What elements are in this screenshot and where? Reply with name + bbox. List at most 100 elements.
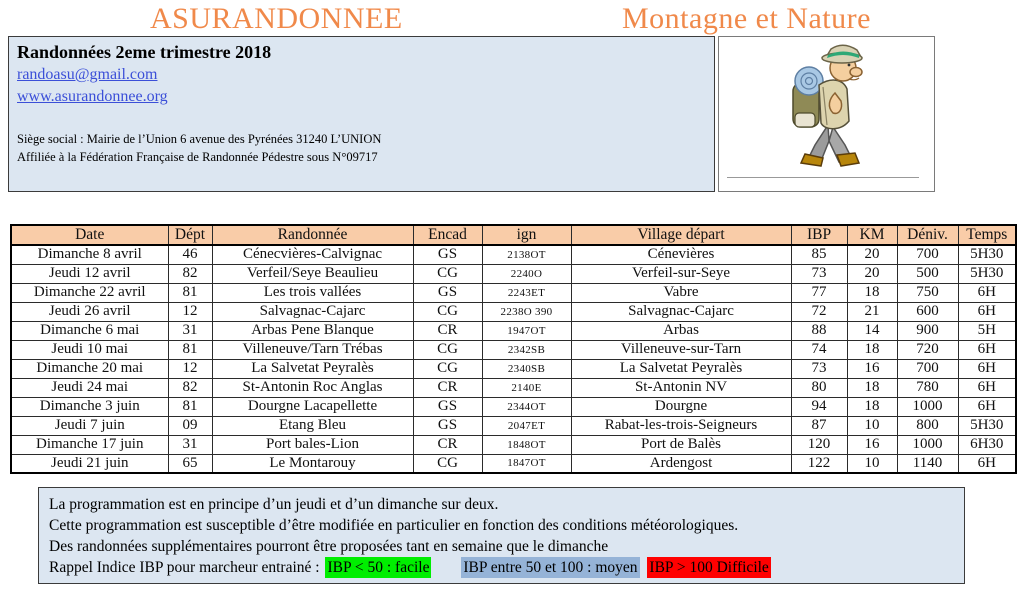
cell-dept: 81 <box>167 339 213 360</box>
cell-date: Dimanche 3 juin <box>10 396 169 417</box>
cell-km: 10 <box>846 453 898 474</box>
website-link[interactable]: www.asurandonnee.org <box>17 88 168 105</box>
cell-deniv: 1000 <box>896 396 959 417</box>
cell-ibp: 88 <box>790 320 848 341</box>
cell-encad: GS <box>412 282 483 303</box>
cell-date: Jeudi 7 juin <box>10 415 169 436</box>
cell-ign: 1848OT <box>481 434 572 455</box>
cell-ign: 2138OT <box>481 244 572 265</box>
table-row: Jeudi 24 mai 82 St-Antonin Roc Anglas CR 214… <box>10 377 1017 398</box>
cell-village-depart: Vabre <box>570 282 792 303</box>
cell-km: 18 <box>846 282 898 303</box>
cell-encad: CR <box>412 434 483 455</box>
cell-temps: 6H30 <box>957 434 1017 455</box>
cell-deniv: 780 <box>896 377 959 398</box>
table-row: Jeudi 10 mai 81 Villeneuve/Tarn Trébas CG 23… <box>10 339 1017 360</box>
table-row: Jeudi 12 avril 82 Verfeil/Seye Beaulieu CG 2… <box>10 263 1017 284</box>
cell-ign: 2238O 390 <box>481 301 572 322</box>
email-link[interactable]: randoasu@gmail.com <box>17 66 158 83</box>
cell-km: 20 <box>846 244 898 265</box>
cell-village-depart: Rabat-les-trois-Seigneurs <box>570 415 792 436</box>
cell-ibp: 87 <box>790 415 848 436</box>
cell-village-depart: Verfeil-sur-Seye <box>570 263 792 284</box>
cell-randonnee: La Salvetat Peyralès <box>211 358 414 379</box>
cell-deniv: 600 <box>896 301 959 322</box>
cell-deniv: 800 <box>896 415 959 436</box>
cell-deniv: 720 <box>896 339 959 360</box>
cell-ibp: 94 <box>790 396 848 417</box>
cell-date: Jeudi 21 juin <box>10 453 169 474</box>
cell-village-depart: Port de Balès <box>570 434 792 455</box>
address-line: Siège social : Mairie de l’Union 6 avenu… <box>17 132 382 146</box>
table-row: Jeudi 7 juin 09 Etang Bleu GS 2047ET Rabat-le… <box>10 415 1017 436</box>
cell-dept: 12 <box>167 358 213 379</box>
table-row: Jeudi 26 avril 12 Salvagnac-Cajarc CG 2238O … <box>10 301 1017 322</box>
cell-encad: GS <box>412 415 483 436</box>
cell-temps: 5H30 <box>957 244 1017 265</box>
cell-encad: CG <box>412 301 483 322</box>
table-row: Jeudi 21 juin 65 Le Montarouy CG 1847OT Arden… <box>10 453 1017 474</box>
cell-date: Jeudi 12 avril <box>10 263 169 284</box>
association-subtitle: Montagne et Nature <box>622 2 871 35</box>
cell-temps: 6H <box>957 339 1017 360</box>
cell-dept: 09 <box>167 415 213 436</box>
cell-dept: 12 <box>167 301 213 322</box>
cell-date: Dimanche 6 mai <box>10 320 169 341</box>
cell-temps: 6H <box>957 453 1017 474</box>
cell-randonnee: Etang Bleu <box>211 415 414 436</box>
cell-deniv: 900 <box>896 320 959 341</box>
cell-km: 14 <box>846 320 898 341</box>
cell-date: Dimanche 22 avril <box>10 282 169 303</box>
cell-temps: 5H30 <box>957 415 1017 436</box>
note-line-1: La programmation est en principe d’un je… <box>49 496 499 513</box>
ibp-easy-badge: IBP < 50 : facile <box>325 557 432 578</box>
cell-randonnee: Port bales-Lion <box>211 434 414 455</box>
cell-randonnee: Le Montarouy <box>211 453 414 474</box>
signature-line <box>727 177 919 178</box>
cell-randonnee: Villeneuve/Tarn Trébas <box>211 339 414 360</box>
cell-date: Dimanche 8 avril <box>10 244 169 265</box>
cell-km: 16 <box>846 358 898 379</box>
cell-encad: CG <box>412 453 483 474</box>
hikes-table: Date Dépt Randonnée Encad ign Village départ I… <box>10 224 1017 474</box>
cell-village-depart: Dourgne <box>570 396 792 417</box>
hiker-illustration <box>792 44 863 167</box>
cell-encad: CG <box>412 339 483 360</box>
cell-date: Dimanche 20 mai <box>10 358 169 379</box>
column-header-village-depart: Village départ <box>570 224 792 246</box>
cell-ibp: 120 <box>790 434 848 455</box>
column-header-ibp: IBP <box>790 224 848 246</box>
cell-date: Jeudi 10 mai <box>10 339 169 360</box>
cell-km: 10 <box>846 415 898 436</box>
cell-ign: 1847OT <box>481 453 572 474</box>
cell-village-depart: Arbas <box>570 320 792 341</box>
cell-randonnee: Verfeil/Seye Beaulieu <box>211 263 414 284</box>
cell-village-depart: Villeneuve-sur-Tarn <box>570 339 792 360</box>
cell-deniv: 700 <box>896 358 959 379</box>
cell-deniv: 700 <box>896 244 959 265</box>
cell-randonnee: Dourgne Lacapellette <box>211 396 414 417</box>
cell-ibp: 80 <box>790 377 848 398</box>
table-row: Dimanche 6 mai 31 Arbas Pene Blanque CR 1947… <box>10 320 1017 341</box>
cell-ign: 2344OT <box>481 396 572 417</box>
cell-ign: 2340SB <box>481 358 572 379</box>
cell-village-depart: St-Antonin NV <box>570 377 792 398</box>
cell-km: 18 <box>846 339 898 360</box>
cell-km: 18 <box>846 377 898 398</box>
cell-temps: 6H <box>957 282 1017 303</box>
table-row: Dimanche 20 mai 12 La Salvetat Peyralès CG 2… <box>10 358 1017 379</box>
cell-encad: CG <box>412 358 483 379</box>
ibp-legend-prefix: Rappel Indice IBP pour marcheur entrainé… <box>49 559 320 576</box>
cell-dept: 31 <box>167 320 213 341</box>
cell-temps: 5H <box>957 320 1017 341</box>
ibp-medium-badge: IBP entre 50 et 100 : moyen <box>461 557 640 578</box>
note-line-2: Cette programmation est susceptible d’êt… <box>49 517 739 534</box>
cell-encad: CG <box>412 263 483 284</box>
cell-encad: GS <box>412 244 483 265</box>
cell-ign: 2243ET <box>481 282 572 303</box>
cell-encad: GS <box>412 396 483 417</box>
cell-deniv: 1140 <box>896 453 959 474</box>
table-row: Dimanche 22 avril 81 Les trois vallées GS 22… <box>10 282 1017 303</box>
column-header-deniv: Déniv. <box>896 224 959 246</box>
association-title: ASURANDONNEE <box>150 2 403 35</box>
